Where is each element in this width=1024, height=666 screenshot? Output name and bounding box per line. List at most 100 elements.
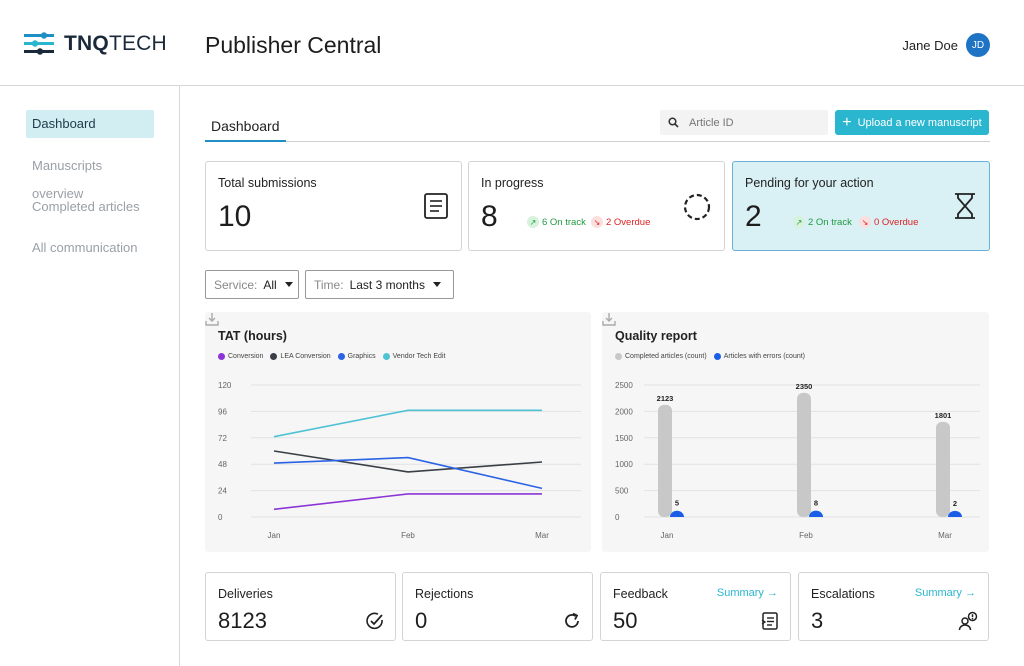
logo[interactable]: TNQTECH [24,30,167,58]
card-title: Total submissions [218,176,317,190]
errors-bar [670,510,684,517]
errors-bar [809,510,823,517]
sidebar-item-dashboard[interactable]: Dashboard [26,110,154,138]
upload-button-label: Upload a new manuscript [857,116,982,129]
overdue-badge: ↘ 0 Overdue [859,216,918,228]
chart-legend: Conversion LEA Conversion Graphics Vendo… [218,353,452,360]
search-box[interactable] [660,110,828,135]
series-line [273,493,542,511]
sidebar-item-completed-articles[interactable]: Completed articles [32,199,140,214]
chevron-down-icon [432,282,441,287]
arrow-down-right-icon: ↘ [591,216,603,228]
errors-bar [948,510,962,517]
in-progress-card[interactable]: In progress 8 ↗ 6 On track ↘ 2 Overdue [468,161,725,251]
legend-item: Graphics [337,353,376,360]
data-label: 2350 [796,382,813,391]
data-label: 2 [953,499,957,508]
legend-item: Articles with errors (count) [713,353,805,360]
refresh-icon [565,612,579,628]
sidebar: Dashboard Manuscripts overview Completed… [0,86,180,666]
card-title: Rejections [415,587,474,601]
x-tick-label: Jan [661,531,674,540]
arrow-up-right-icon: ↗ [793,216,805,228]
tab-dashboard[interactable]: Dashboard [205,118,286,142]
y-tick-label: 24 [218,487,227,496]
search-input[interactable] [689,116,819,129]
y-tick-label: 2500 [615,381,633,390]
search-icon [668,117,679,128]
sidebar-item-all-communication[interactable]: All communication [32,240,138,255]
chart-legend: Completed articles (count) Articles with… [615,353,812,360]
card-value: 10 [218,200,252,233]
overdue-badge: ↘ 2 Overdue [591,216,650,228]
card-title: Escalations [811,587,875,601]
pending-action-card[interactable]: Pending for your action 2 ↗ 2 On track ↘ 0… [732,161,990,251]
completed-bar [797,392,811,517]
upload-manuscript-button[interactable]: + Upload a new manuscript [835,110,989,135]
series-line [273,456,543,490]
plus-icon: + [842,113,852,131]
on-track-badge: ↗ 2 On track [793,216,852,228]
feedback-card[interactable]: Feedback Summary → 50 [600,572,791,641]
y-tick-label: 96 [218,407,227,416]
arrow-down-right-icon: ↘ [859,216,871,228]
quality-chart-panel: Quality report Completed articles (count… [602,312,989,552]
on-track-badge: ↗ 6 On track [527,216,586,228]
logo-text: TNQTECH [64,32,167,55]
feedback-summary-link[interactable]: Summary → [716,587,778,599]
y-tick-label: 1500 [615,434,633,443]
x-tick-label: Jan [268,531,281,540]
user-menu[interactable]: Jane Doe JD [902,33,990,57]
total-submissions-card[interactable]: Total submissions 10 [205,161,462,251]
legend-item: Conversion [218,353,263,360]
service-filter[interactable]: Service: All [205,270,299,299]
progress-circle-icon [683,193,711,221]
feedback-list-icon [761,612,778,630]
x-tick-label: Feb [401,531,415,540]
app-header: TNQTECH Publisher Central Jane Doe JD [0,0,1024,86]
completed-bar [658,404,672,517]
y-tick-label: 500 [615,487,629,496]
card-value: 8123 [218,608,267,633]
sidebar-item-manuscripts-overview[interactable]: Manuscripts overview [32,158,103,201]
download-icon[interactable] [205,312,219,326]
service-filter-value: All [263,277,277,292]
x-tick-label: Mar [535,531,549,540]
completed-bar [936,421,950,517]
x-tick-label: Mar [938,531,952,540]
time-filter-value: Last 3 months [349,277,425,292]
hourglass-icon [955,193,975,219]
y-tick-label: 2000 [615,407,633,416]
arrow-up-right-icon: ↗ [527,216,539,228]
rejections-card[interactable]: Rejections 0 [402,572,593,641]
deliveries-card[interactable]: Deliveries 8123 [205,572,396,641]
escalations-summary-link[interactable]: Summary → [914,587,976,599]
card-value: 2 [745,200,762,233]
data-label: 2123 [657,394,674,403]
chart-title: Quality report [615,329,697,343]
series-line [273,450,543,473]
app-title: Publisher Central [205,32,382,58]
data-label: 8 [814,499,818,508]
check-circle-icon [366,612,383,630]
legend-item: LEA Conversion [270,353,331,360]
time-filter[interactable]: Time: Last 3 months [305,270,454,299]
y-tick-label: 72 [218,434,227,443]
escalations-card[interactable]: Escalations Summary → 3 [798,572,989,641]
x-tick-label: Feb [799,531,813,540]
avatar[interactable]: JD [966,33,990,57]
card-title: Deliveries [218,587,273,601]
chart-title: TAT (hours) [218,329,287,343]
logo-icon [24,32,54,55]
card-value: 3 [811,608,824,633]
download-icon[interactable] [602,312,616,326]
card-value: 8 [481,200,498,233]
series-line [273,409,542,438]
legend-item: Completed articles (count) [615,353,707,360]
tat-line-chart: 0 24 48 72 96 120 Jan Feb Mar [218,381,581,540]
document-icon [424,193,448,219]
card-title: Feedback [613,587,668,601]
user-name: Jane Doe [902,37,958,53]
data-label: 5 [675,499,679,508]
chevron-down-icon [284,282,293,287]
